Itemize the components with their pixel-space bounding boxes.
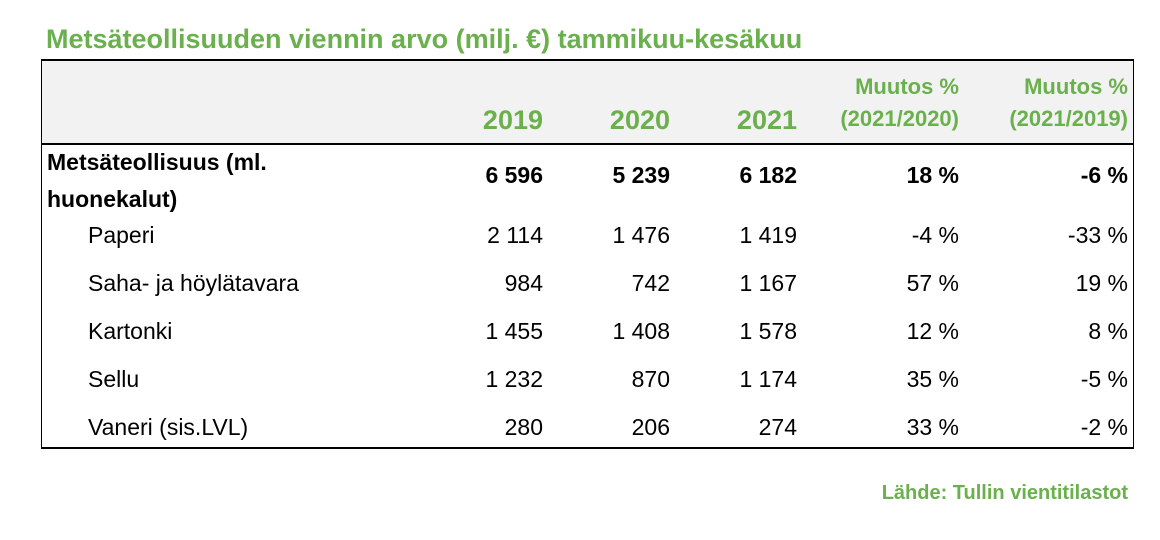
cell-change: 8 % — [1088, 318, 1128, 344]
row-label-total: Metsäteollisuus (ml. huonekalut) — [47, 144, 267, 218]
cell-value: 1 476 — [612, 222, 670, 248]
export-value-table: 2019 2020 2021 Muutos % (2021/2020) Muut… — [41, 59, 1134, 449]
row-label: Sellu — [88, 366, 140, 392]
cell-value: 1 419 — [739, 222, 797, 248]
cell-value: 206 — [631, 414, 670, 440]
cell-value: 1 174 — [739, 366, 797, 392]
row-label-total-line2: huonekalut) — [47, 186, 178, 212]
row-label: Saha- ja höylätavara — [88, 270, 299, 296]
cell-value: 274 — [758, 414, 797, 440]
header-change-2021-2019-line2: (2021/2019) — [1009, 106, 1128, 131]
cell-value: 984 — [504, 270, 543, 296]
cell-value: 280 — [504, 414, 543, 440]
cell-value: 1 455 — [485, 318, 543, 344]
header-change-2021-2020: Muutos % (2021/2020) — [840, 71, 959, 135]
cell-change: 33 % — [906, 414, 959, 440]
table-title: Metsäteollisuuden viennin arvo (milj. €)… — [46, 24, 803, 54]
header-2020: 2020 — [609, 105, 670, 135]
cell-value: 6 182 — [739, 162, 797, 188]
source-note: Lähde: Tullin vientitilastot — [881, 482, 1128, 504]
cell-change: 19 % — [1075, 270, 1128, 296]
row-label: Paperi — [88, 222, 155, 248]
header-change-2021-2019-line1: Muutos % — [1024, 74, 1128, 99]
cell-change: 18 % — [906, 162, 959, 188]
header-change-2021-2020-line2: (2021/2020) — [840, 106, 959, 131]
cell-change: -6 % — [1080, 162, 1128, 188]
header-change-2021-2020-line1: Muutos % — [855, 74, 959, 99]
row-label: Vaneri (sis.LVL) — [88, 414, 249, 440]
cell-value: 1 578 — [739, 318, 797, 344]
cell-value: 1 408 — [612, 318, 670, 344]
cell-change: -2 % — [1080, 414, 1128, 440]
header-2019: 2019 — [482, 105, 543, 135]
cell-change: -4 % — [911, 222, 959, 248]
row-label: Kartonki — [88, 318, 173, 344]
cell-value: 2 114 — [487, 222, 543, 248]
cell-change: 57 % — [906, 270, 959, 296]
cell-value: 5 239 — [612, 162, 670, 188]
cell-value: 1 167 — [739, 270, 797, 296]
header-change-2021-2019: Muutos % (2021/2019) — [1009, 71, 1128, 135]
cell-value: 1 232 — [485, 366, 543, 392]
cell-value: 870 — [631, 366, 670, 392]
cell-change: 12 % — [906, 318, 959, 344]
cell-change: 35 % — [906, 366, 959, 392]
cell-value: 742 — [631, 270, 670, 296]
cell-value: 6 596 — [485, 162, 543, 188]
header-2021: 2021 — [736, 105, 797, 135]
table-header-row: 2019 2020 2021 Muutos % (2021/2020) Muut… — [42, 61, 1133, 145]
cell-change: -5 % — [1080, 366, 1128, 392]
cell-change: -33 % — [1067, 222, 1128, 248]
row-label-total-line1: Metsäteollisuus (ml. — [47, 149, 267, 175]
